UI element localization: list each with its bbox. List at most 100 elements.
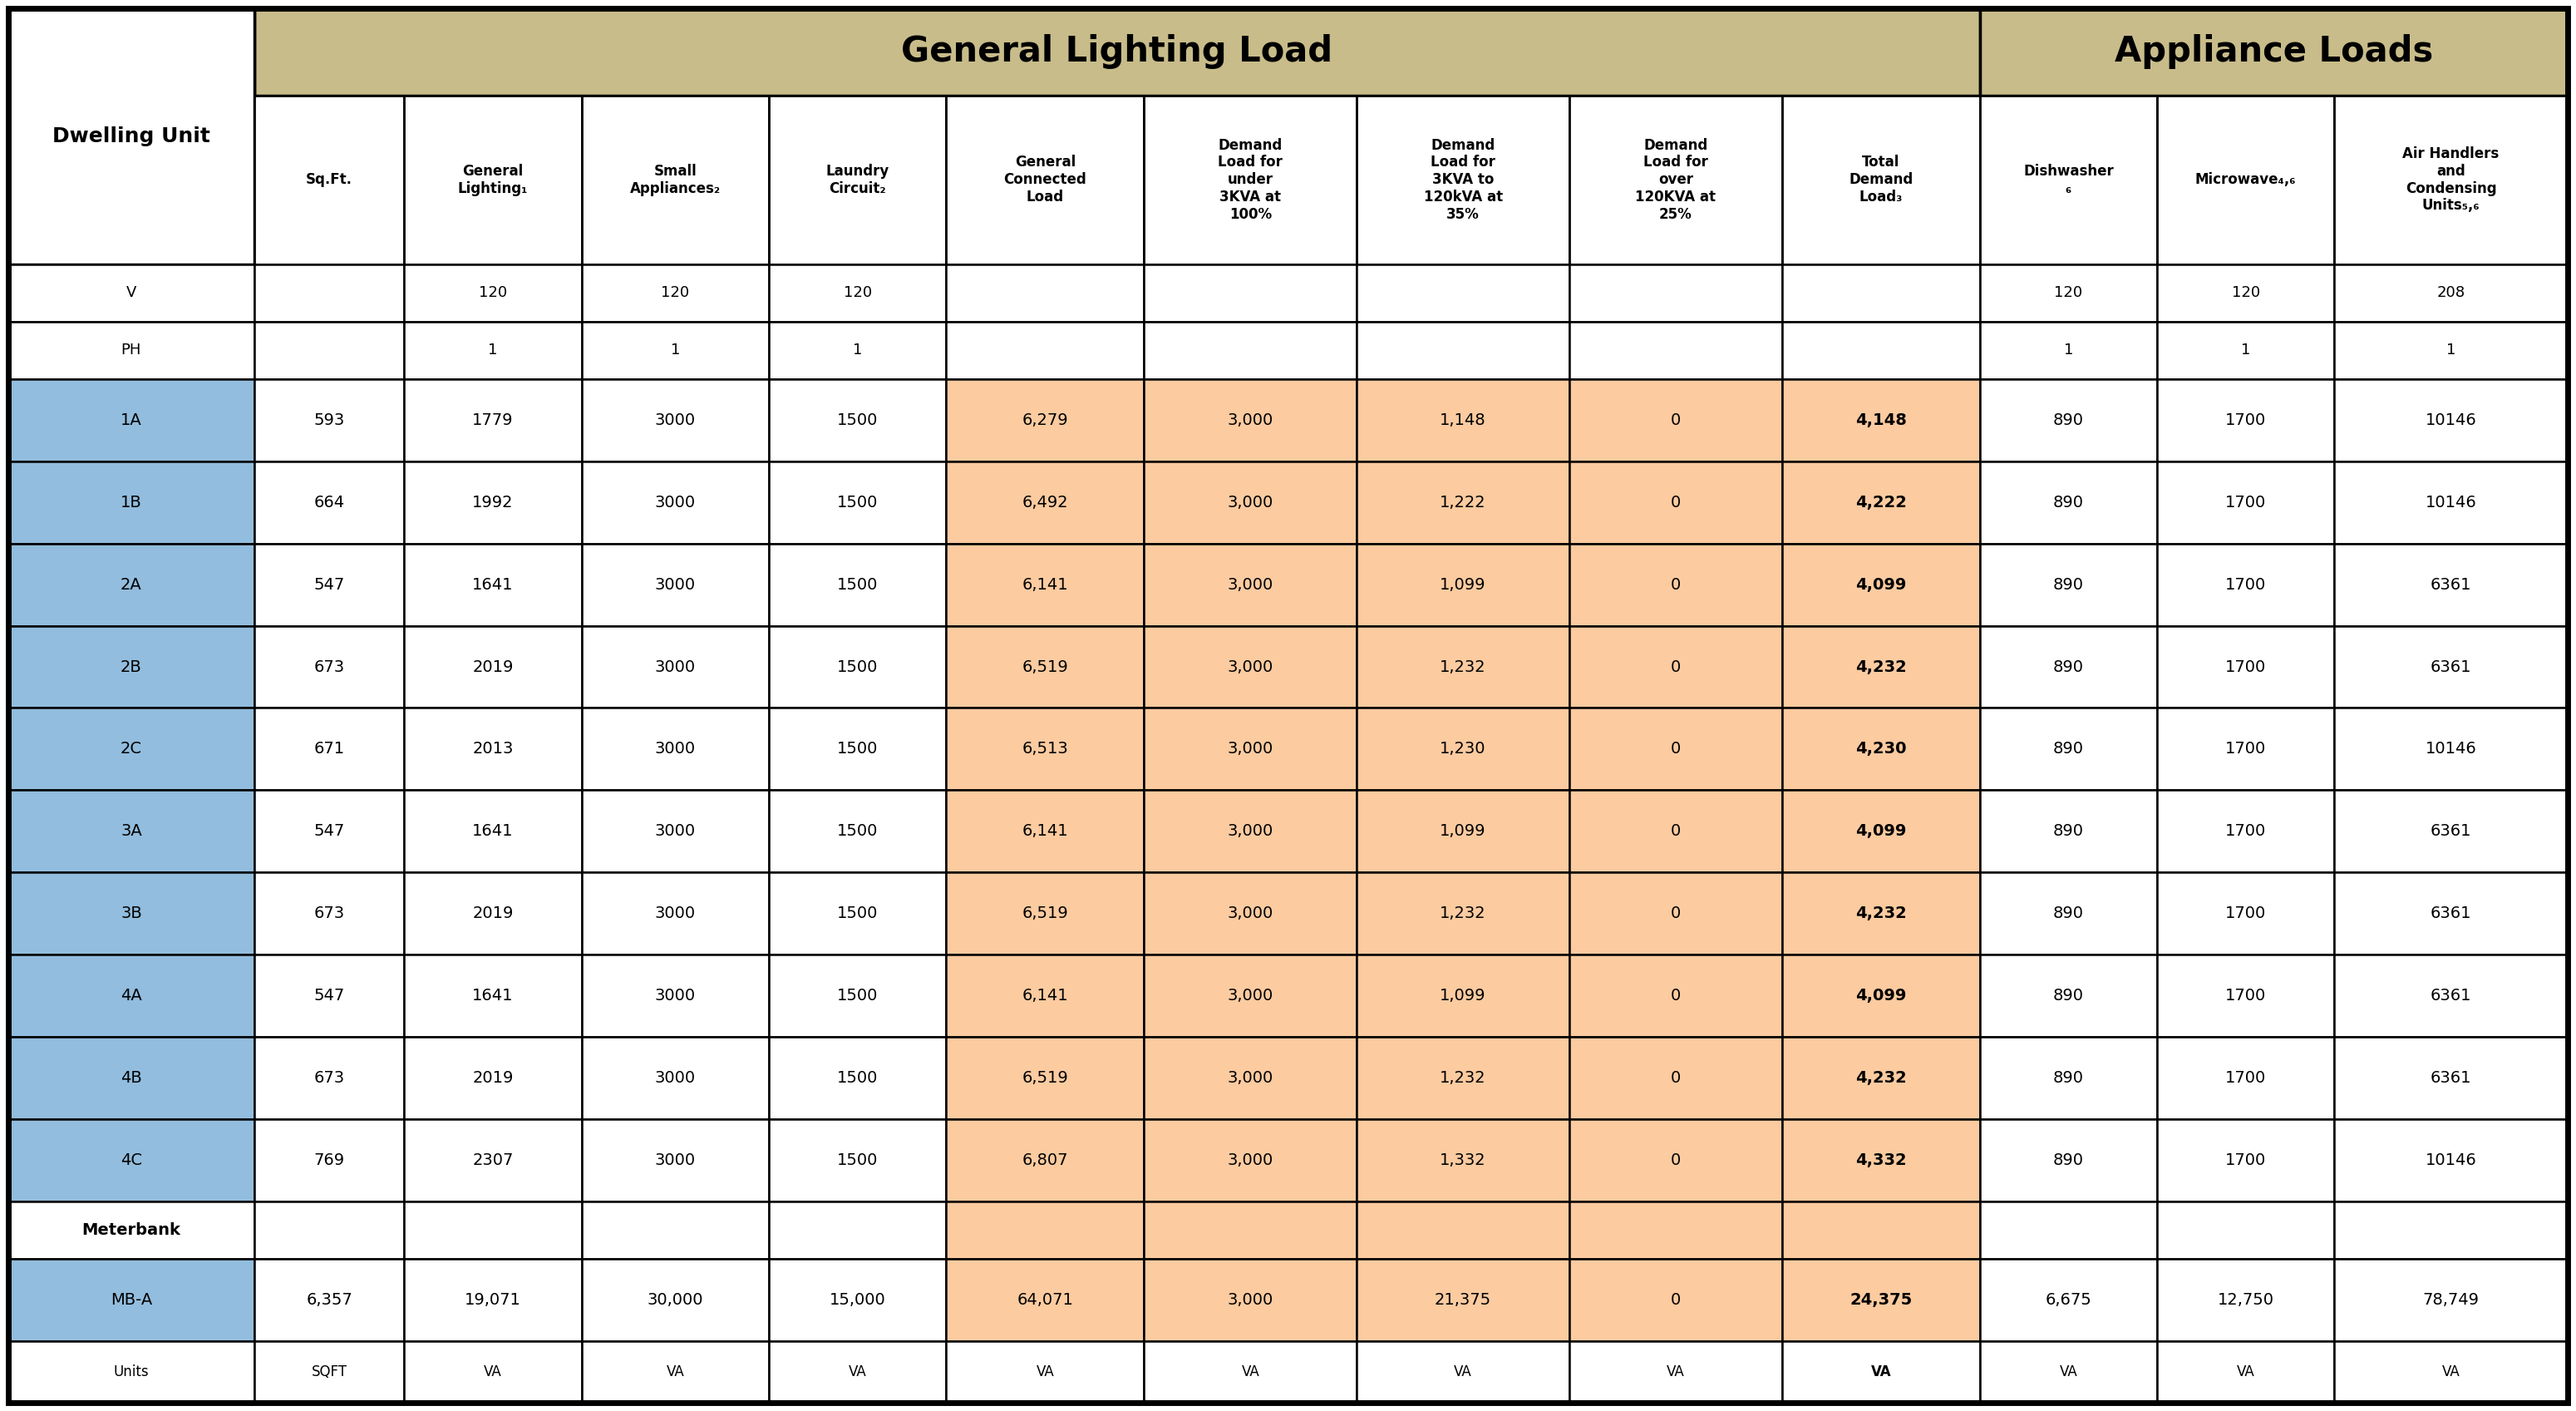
Text: 10146: 10146: [2427, 1153, 2476, 1168]
Bar: [1783, 461, 1981, 543]
Bar: [770, 790, 945, 872]
Bar: [1144, 380, 1358, 461]
Text: 15,000: 15,000: [829, 1292, 886, 1308]
Text: 78,749: 78,749: [2421, 1292, 2478, 1308]
Bar: [1358, 461, 1569, 543]
Bar: [255, 708, 404, 790]
Text: 1: 1: [2447, 343, 2455, 358]
Text: 3,000: 3,000: [1229, 412, 1273, 428]
Bar: [2334, 872, 2568, 955]
Bar: [2334, 1119, 2568, 1202]
Text: 1992: 1992: [471, 494, 513, 511]
Bar: [582, 1037, 770, 1119]
Bar: [2156, 955, 2334, 1037]
Bar: [404, 543, 582, 625]
Text: 3,000: 3,000: [1229, 1153, 1273, 1168]
Bar: [1569, 96, 1783, 264]
Bar: [945, 872, 1144, 955]
Text: 6,141: 6,141: [1023, 824, 1069, 840]
Bar: [582, 1259, 770, 1342]
Text: 1,099: 1,099: [1440, 988, 1486, 1003]
Bar: [255, 872, 404, 955]
Text: VA: VA: [848, 1364, 866, 1380]
Bar: [582, 322, 770, 380]
Bar: [2334, 625, 2568, 708]
Text: 6,519: 6,519: [1023, 906, 1069, 921]
Bar: [1144, 1259, 1358, 1342]
Text: 890: 890: [2053, 1153, 2084, 1168]
Text: 6,675: 6,675: [2045, 1292, 2092, 1308]
Bar: [1981, 543, 2156, 625]
Bar: [404, 1259, 582, 1342]
Bar: [8, 625, 255, 708]
Text: 3,000: 3,000: [1229, 1292, 1273, 1308]
Bar: [2334, 790, 2568, 872]
Bar: [2156, 322, 2334, 380]
Bar: [1783, 96, 1981, 264]
Bar: [582, 461, 770, 543]
Text: 1A: 1A: [121, 412, 142, 428]
Bar: [1981, 790, 2156, 872]
Bar: [770, 1037, 945, 1119]
Text: 1700: 1700: [2226, 906, 2267, 921]
Bar: [1358, 1342, 1569, 1403]
Bar: [1783, 790, 1981, 872]
Bar: [1358, 380, 1569, 461]
Bar: [1358, 96, 1569, 264]
Text: 1500: 1500: [837, 741, 878, 758]
Text: 0: 0: [1672, 577, 1680, 593]
Text: 6361: 6361: [2429, 577, 2470, 593]
Bar: [770, 1342, 945, 1403]
Text: 3000: 3000: [654, 494, 696, 511]
Bar: [770, 461, 945, 543]
Text: 3000: 3000: [654, 741, 696, 758]
Text: VA: VA: [1870, 1364, 1891, 1380]
Bar: [1569, 708, 1783, 790]
Bar: [945, 1342, 1144, 1403]
Bar: [1569, 790, 1783, 872]
Bar: [1144, 543, 1358, 625]
Bar: [1783, 1342, 1981, 1403]
Text: Total
Demand
Load₃: Total Demand Load₃: [1850, 155, 1914, 205]
Text: 673: 673: [314, 659, 345, 674]
Text: 3000: 3000: [654, 906, 696, 921]
Bar: [582, 955, 770, 1037]
Bar: [945, 461, 1144, 543]
Text: 120: 120: [2053, 285, 2084, 301]
Bar: [770, 1259, 945, 1342]
Text: 2019: 2019: [471, 1070, 513, 1086]
Bar: [8, 543, 255, 625]
Text: 1700: 1700: [2226, 412, 2267, 428]
Text: 6361: 6361: [2429, 824, 2470, 840]
Text: 3,000: 3,000: [1229, 824, 1273, 840]
Bar: [945, 543, 1144, 625]
Bar: [1569, 322, 1783, 380]
Bar: [582, 708, 770, 790]
Text: 6,357: 6,357: [307, 1292, 353, 1308]
Text: 10146: 10146: [2427, 412, 2476, 428]
Bar: [1783, 955, 1981, 1037]
Bar: [404, 872, 582, 955]
Bar: [945, 708, 1144, 790]
Bar: [770, 1119, 945, 1202]
Text: 1500: 1500: [837, 1070, 878, 1086]
Bar: [1569, 380, 1783, 461]
Bar: [1358, 790, 1569, 872]
Text: 1: 1: [2241, 343, 2251, 358]
Text: 10146: 10146: [2427, 741, 2476, 758]
Text: 1700: 1700: [2226, 988, 2267, 1003]
Bar: [2334, 380, 2568, 461]
Text: 3000: 3000: [654, 659, 696, 674]
Text: 2013: 2013: [471, 741, 513, 758]
Bar: [2156, 1342, 2334, 1403]
Bar: [1783, 543, 1981, 625]
Text: VA: VA: [1453, 1364, 1471, 1380]
Text: 2019: 2019: [471, 906, 513, 921]
Bar: [8, 461, 255, 543]
Text: 0: 0: [1672, 824, 1680, 840]
Bar: [1358, 322, 1569, 380]
Bar: [255, 955, 404, 1037]
Text: 6,141: 6,141: [1023, 988, 1069, 1003]
Text: VA: VA: [2236, 1364, 2254, 1380]
Text: Microwave₄,₆: Microwave₄,₆: [2195, 172, 2295, 188]
